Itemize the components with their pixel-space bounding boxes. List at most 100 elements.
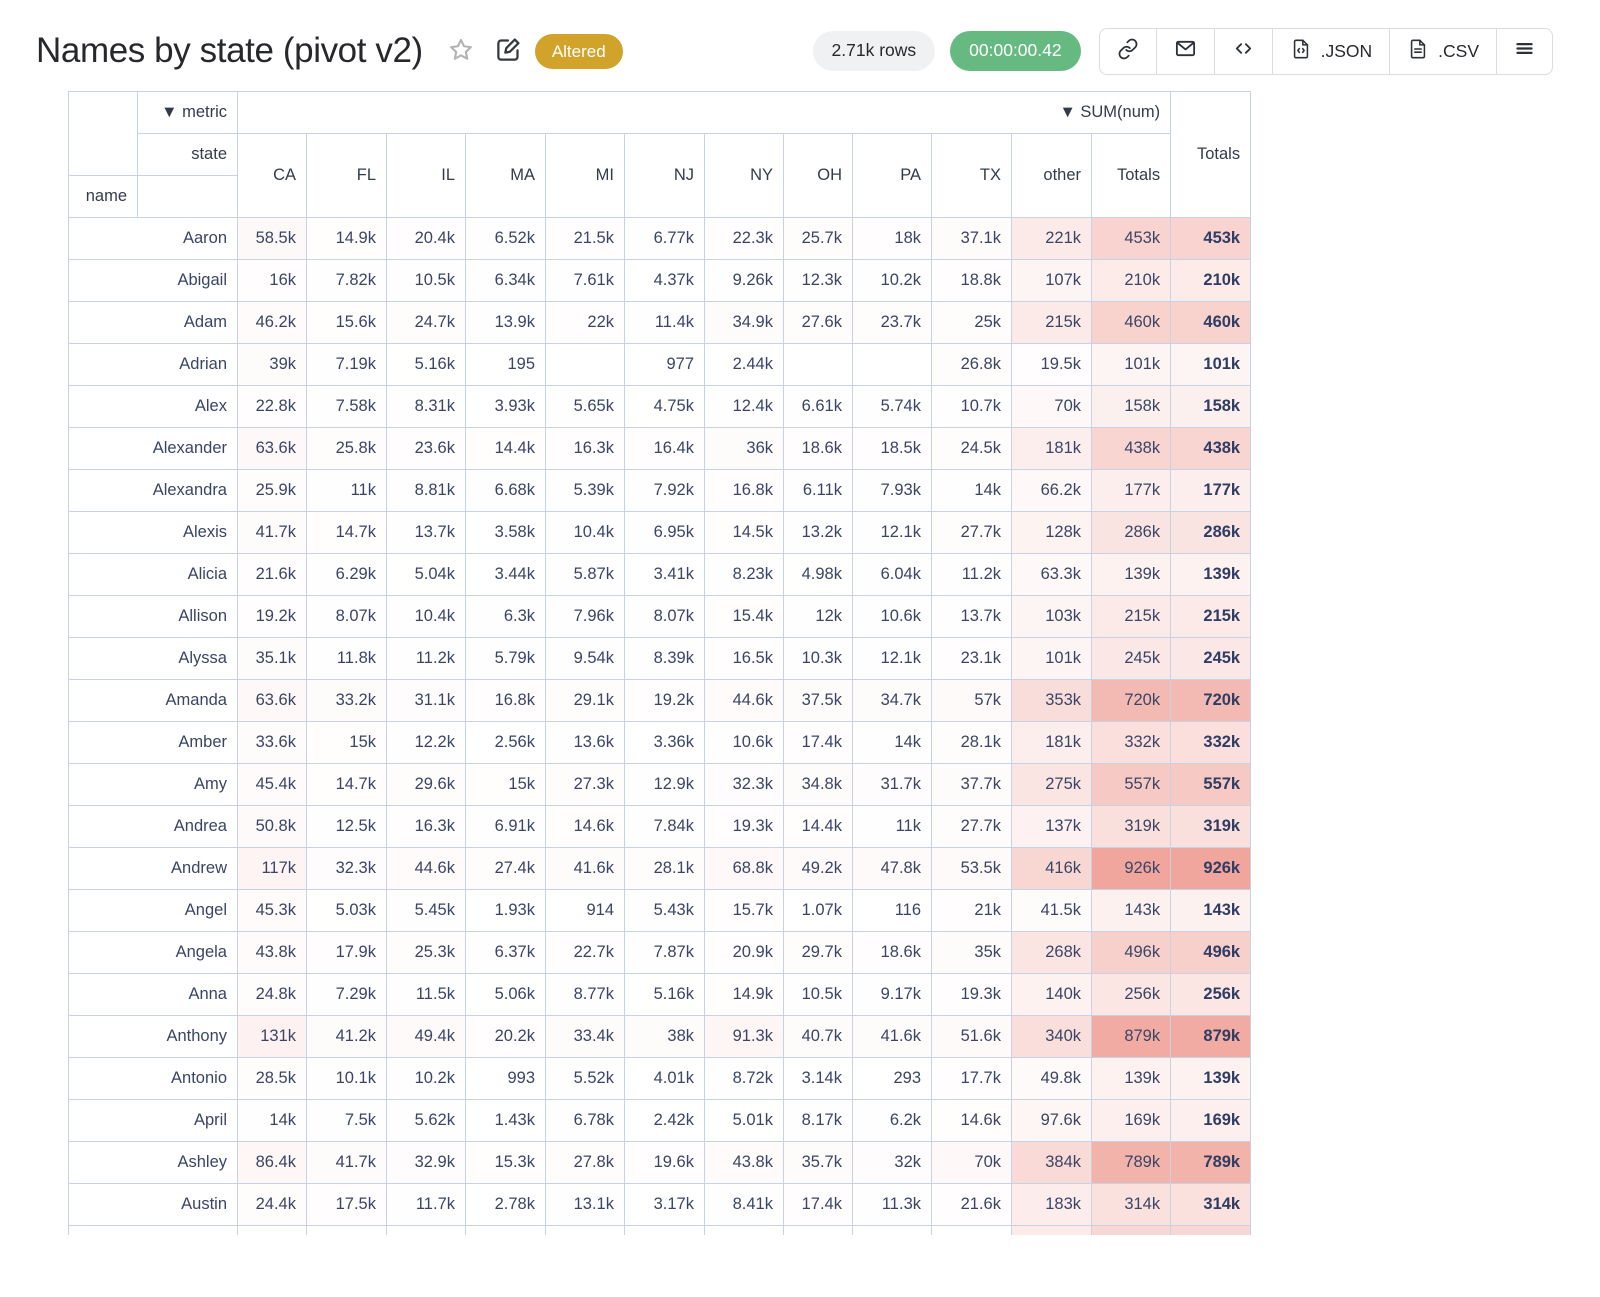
value-cell: 27.8k — [545, 1141, 625, 1184]
row-label: Angela — [68, 931, 238, 974]
value-cell: 16.8k — [704, 469, 784, 512]
value-cell: 22.8k — [237, 385, 307, 428]
value-cell — [1090, 1225, 1172, 1235]
value-cell: 32k — [852, 1141, 932, 1184]
value-cell — [545, 1225, 625, 1235]
value-cell: 49.2k — [783, 847, 853, 890]
value-cell: 169k — [1090, 1099, 1172, 1142]
status-badge: Altered — [534, 33, 623, 69]
row-label: Anna — [68, 973, 238, 1016]
value-cell: 16.5k — [704, 637, 784, 680]
metric-dropdown[interactable]: ▼ metric — [137, 91, 238, 134]
value-cell: 319k — [1090, 805, 1172, 848]
row-label: Antonio — [68, 1057, 238, 1100]
more-menu-button[interactable] — [1496, 28, 1552, 74]
value-cell: 5.39k — [545, 469, 625, 512]
value-cell: 14.9k — [306, 217, 387, 260]
value-cell: 6.61k — [783, 385, 853, 428]
table-row: Alexandra 25.9k 11k 8.81k 6.68k 5.39k 7.92k 16.… — [68, 469, 1252, 512]
row-total-cell: 332k — [1170, 721, 1252, 764]
value-cell: 137k — [1011, 805, 1092, 848]
value-cell: 6.2k — [852, 1099, 932, 1142]
value-cell: 36k — [704, 427, 784, 470]
value-cell: 33.4k — [545, 1015, 625, 1058]
value-cell: 13.2k — [783, 511, 853, 554]
table-row: Ashley 86.4k 41.7k 32.9k 15.3k 27.8k 19.6k 43.8… — [68, 1141, 1252, 1184]
menu-icon — [1514, 38, 1535, 64]
value-cell — [704, 1225, 784, 1235]
value-cell: 6.91k — [465, 805, 546, 848]
value-cell: 256k — [1090, 973, 1172, 1016]
value-cell: 128k — [1011, 511, 1092, 554]
edit-button[interactable] — [495, 36, 522, 66]
value-cell: 41.5k — [1011, 889, 1092, 932]
row-label: Ashley — [68, 1141, 238, 1184]
value-cell: 8.39k — [624, 637, 705, 680]
value-cell: 8.23k — [704, 553, 784, 596]
csv-file-icon — [1407, 38, 1429, 65]
email-button[interactable] — [1155, 28, 1214, 74]
value-cell: 5.62k — [386, 1099, 466, 1142]
value-cell: 17.4k — [783, 1183, 853, 1226]
value-cell: 3.41k — [624, 553, 705, 596]
row-total-cell: 496k — [1170, 931, 1252, 974]
aggregation-dropdown[interactable]: ▼ SUM(num) — [236, 91, 1172, 134]
row-total-cell: 139k — [1170, 553, 1252, 596]
value-cell: 25.7k — [783, 217, 853, 260]
value-cell: 195 — [465, 343, 546, 386]
value-cell: 6.04k — [852, 553, 932, 596]
value-cell: 14k — [852, 721, 932, 764]
table-row: Alexander 63.6k 25.8k 23.6k 14.4k 16.3k 16.4k 3… — [68, 427, 1252, 470]
value-cell: 37.7k — [931, 763, 1012, 806]
favorite-button[interactable] — [447, 36, 475, 67]
value-cell: 453k — [1090, 217, 1172, 260]
row-total-cell: 720k — [1170, 679, 1252, 722]
row-label: Alexis — [68, 511, 238, 554]
row-total-cell: 926k — [1170, 847, 1252, 890]
value-cell: 107k — [1011, 259, 1092, 302]
value-cell: 11.8k — [306, 637, 387, 680]
value-cell: 21k — [931, 889, 1012, 932]
value-cell: 70k — [931, 1141, 1012, 1184]
value-cell: 86.4k — [237, 1141, 307, 1184]
value-cell: 181k — [1011, 721, 1092, 764]
download-csv-button[interactable]: .CSV — [1389, 28, 1496, 74]
embed-code-button[interactable] — [1213, 28, 1272, 74]
json-file-icon — [1290, 38, 1312, 65]
value-cell: 34.8k — [783, 763, 853, 806]
value-cell: 18.8k — [931, 259, 1012, 302]
state-header: state — [137, 133, 238, 176]
value-cell: 7.5k — [306, 1099, 387, 1142]
value-cell: 63.3k — [1011, 553, 1092, 596]
table-row: Adam 46.2k 15.6k 24.7k 13.9k 22k 11.4k 34.9k 27.… — [68, 301, 1252, 344]
share-link-button[interactable] — [1100, 29, 1156, 74]
value-cell: 8.81k — [386, 469, 466, 512]
value-cell: 10.4k — [386, 595, 466, 638]
value-cell — [545, 343, 625, 386]
value-cell: 11k — [852, 805, 932, 848]
value-cell: 24.4k — [237, 1183, 307, 1226]
value-cell: 44.6k — [386, 847, 466, 890]
value-cell: 24.8k — [237, 973, 307, 1016]
table-row: Andrea 50.8k 12.5k 16.3k 6.91k 14.6k 7.84k 19.3… — [68, 805, 1252, 848]
value-cell: 6.77k — [624, 217, 705, 260]
value-cell: 41.7k — [306, 1141, 387, 1184]
value-cell: 18.5k — [852, 427, 932, 470]
download-json-button[interactable]: .JSON — [1271, 28, 1390, 74]
value-cell: 10.5k — [386, 259, 466, 302]
row-total-cell: 557k — [1170, 763, 1252, 806]
value-cell: 5.65k — [545, 385, 625, 428]
value-cell: 34.9k — [704, 301, 784, 344]
row-label: Anthony — [68, 1015, 238, 1058]
value-cell: 7.87k — [624, 931, 705, 974]
value-cell: 31.7k — [852, 763, 932, 806]
pivot-table: ▼ metric ▼ SUM(num) Totals state CA FL IL M… — [68, 91, 1252, 1235]
value-cell: 5.01k — [704, 1099, 784, 1142]
row-label: Allison — [68, 595, 238, 638]
value-cell: 19.2k — [624, 679, 705, 722]
value-cell: 7.61k — [545, 259, 625, 302]
pencil-square-icon — [495, 36, 522, 66]
name-header: name — [68, 175, 138, 218]
value-cell: 10.6k — [852, 595, 932, 638]
value-cell: 210k — [1090, 259, 1172, 302]
